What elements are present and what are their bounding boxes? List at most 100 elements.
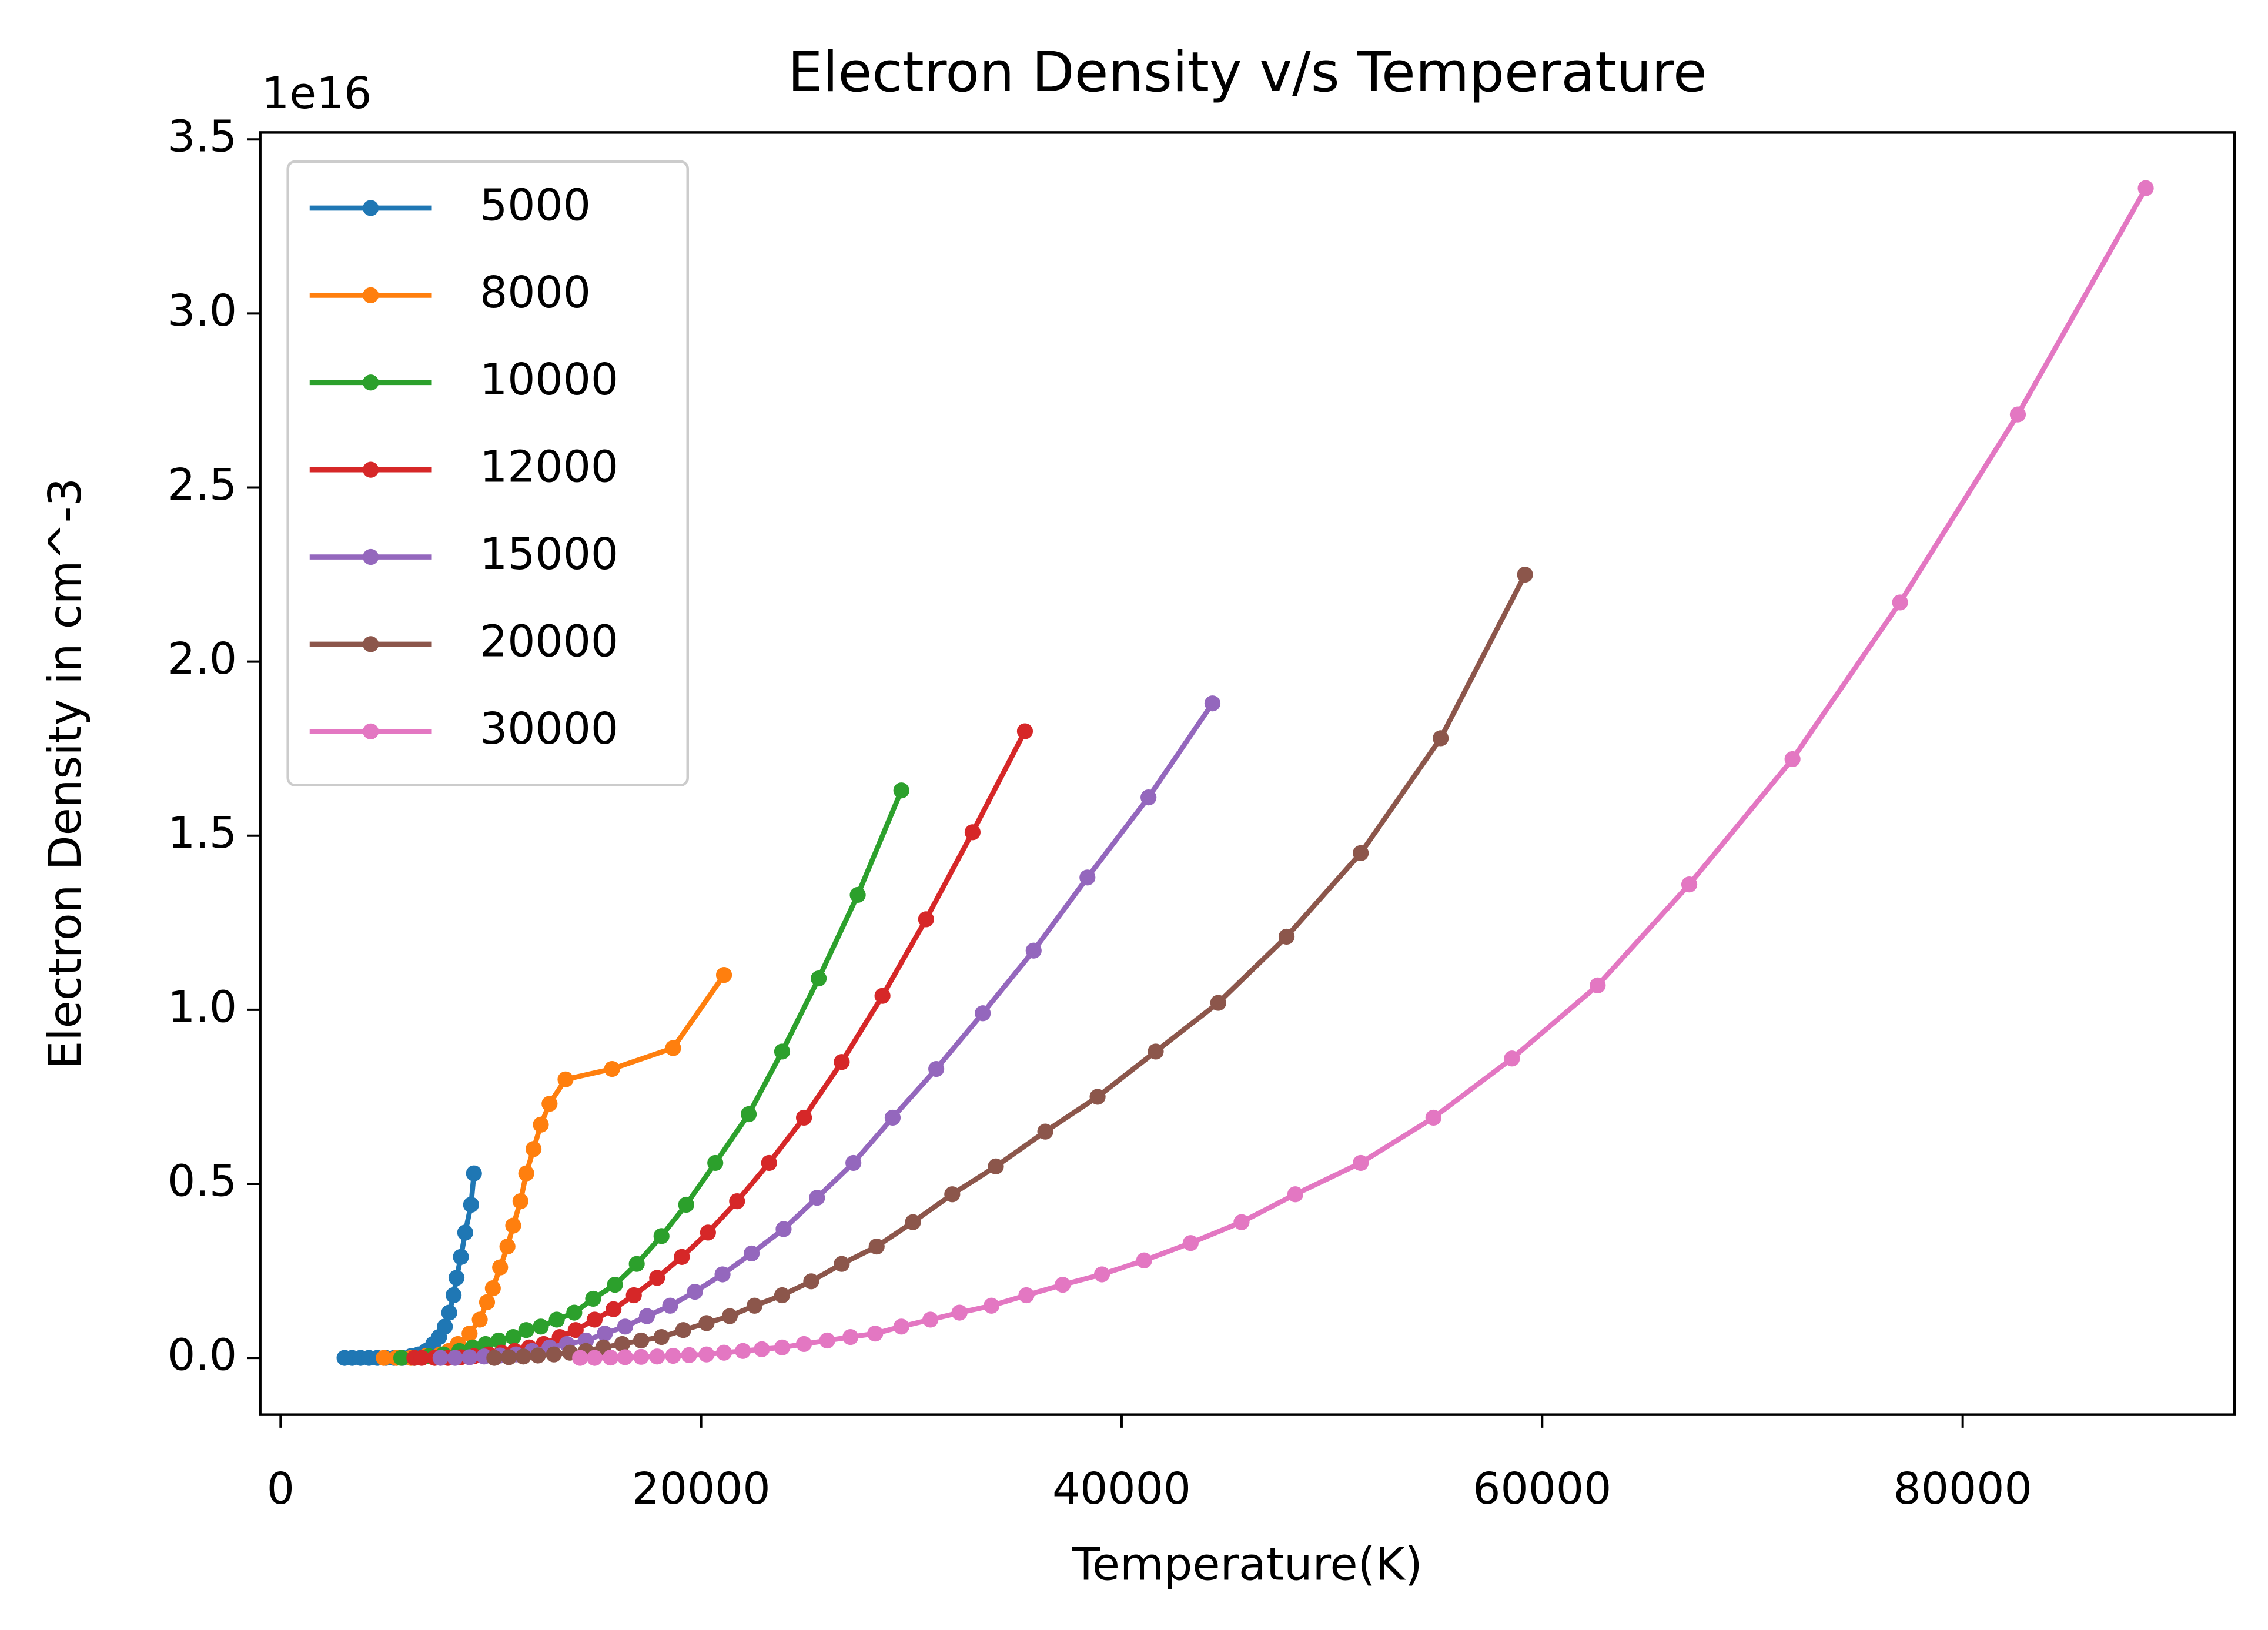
data-point [1055,1277,1071,1293]
data-point [944,1186,961,1203]
x-tick-label: 60000 [1473,1464,1611,1514]
data-point [740,1106,757,1123]
data-point [1079,869,1096,886]
legend-marker [363,287,379,303]
data-point [951,1304,968,1321]
data-point [437,1318,453,1335]
data-point [1037,1123,1053,1140]
data-point [1278,928,1295,945]
legend-box [286,160,689,787]
data-point [604,1060,620,1077]
x-tick-label: 80000 [1894,1464,2032,1514]
data-point [1425,1109,1441,1126]
data-point [1590,977,1606,994]
data-point [922,1311,939,1328]
data-point [461,1349,478,1365]
data-point [492,1259,509,1276]
data-point [975,1005,991,1022]
legend-label: 15000 [480,529,618,580]
data-point [633,1332,650,1349]
data-point [567,1322,584,1338]
data-point [461,1326,478,1342]
data-point [774,1339,791,1355]
plot-frame [259,131,2236,1416]
data-point [700,1224,716,1241]
y-tick-label: 3.5 [168,112,237,162]
data-point [614,1336,631,1353]
data-point [665,1347,681,1364]
data-point [867,1326,884,1342]
data-point [518,1322,534,1338]
data-point [845,1154,862,1172]
data-point [607,1277,623,1293]
legend-marker [363,461,379,478]
data-point [884,1109,901,1126]
data-point [546,1346,562,1363]
data-point [2009,406,2026,423]
x-tick-label: 40000 [1052,1464,1191,1514]
data-point [796,1109,812,1126]
data-point [2137,180,2154,196]
data-point [653,1228,670,1244]
data-point [715,967,732,983]
data-point [447,1350,463,1366]
data-point [490,1332,507,1349]
y-tick-label: 1.0 [168,982,237,1032]
legend-label: 10000 [480,354,618,405]
data-point [505,1217,521,1234]
data-point [678,1196,694,1213]
legend-label: 5000 [480,180,591,230]
data-point [1517,566,1533,583]
data-point [775,1221,792,1237]
data-point [548,1311,565,1328]
data-point [463,1196,479,1213]
data-point [586,1350,603,1366]
data-point [625,1287,642,1304]
data-point [605,1301,622,1317]
data-point [1089,1089,1106,1105]
data-point [432,1350,449,1366]
data-point [819,1332,835,1349]
data-point [928,1060,945,1077]
y-tick-label: 2.5 [168,460,237,510]
data-point [633,1348,650,1365]
legend-marker [363,723,379,739]
data-point [834,1054,850,1070]
data-point [1681,876,1698,893]
data-point [376,1350,392,1366]
legend-marker [363,374,379,391]
data-point [964,824,981,841]
data-point [628,1256,645,1272]
data-point [1233,1214,1250,1230]
data-point [441,1304,457,1321]
x-axis-label: Temperature(K) [1072,1538,1423,1591]
data-point [525,1141,542,1157]
data-point [715,1344,732,1361]
data-point [1210,995,1226,1011]
data-point [617,1318,634,1335]
data-point [457,1224,473,1241]
data-point [1784,751,1801,768]
data-point [530,1347,546,1364]
data-point [466,1165,482,1182]
data-point [893,1318,909,1335]
data-point [393,1350,410,1366]
y-tick-label: 0.0 [168,1330,237,1381]
data-point [743,1245,760,1262]
data-point [1093,1266,1110,1283]
data-point [484,1280,501,1297]
data-point [774,1287,791,1304]
data-point [500,1349,517,1365]
data-point [761,1154,777,1172]
data-point [774,1043,791,1060]
data-point [868,1238,885,1255]
data-point [471,1311,488,1328]
data-point [988,1158,1004,1174]
data-point [572,1350,588,1366]
data-point [617,1349,633,1365]
data-point [687,1283,703,1300]
legend-label: 30000 [480,704,618,754]
data-point [499,1238,516,1255]
